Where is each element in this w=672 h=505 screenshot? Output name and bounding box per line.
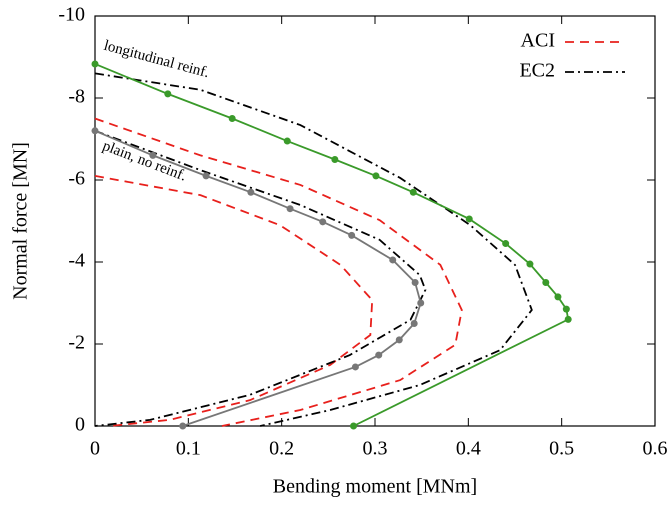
data-point [562, 305, 570, 313]
data-point [283, 137, 291, 145]
plot-frame [94, 15, 656, 427]
data-point [331, 156, 339, 163]
data-point [554, 293, 562, 301]
x-tick-label: 0.6 [643, 438, 668, 460]
legend-label: ACI [521, 30, 555, 52]
data-point [410, 320, 418, 327]
data-point [395, 336, 403, 344]
data-point [564, 315, 572, 323]
y-tick-label: -6 [68, 168, 85, 190]
data-point [179, 422, 187, 430]
data-point [91, 127, 99, 135]
data-point [319, 218, 327, 226]
data-point [350, 422, 358, 430]
data-point [372, 172, 380, 180]
data-point [149, 151, 157, 159]
y-axis-label: Normal force [MN] [10, 142, 32, 300]
x-tick-label: 0.4 [456, 438, 481, 460]
data-point [389, 256, 397, 264]
x-tick-label: 0.2 [269, 438, 294, 460]
data-point [526, 260, 534, 268]
y-tick-label: 0 [75, 414, 85, 436]
annotation: longitudinal reinf. [102, 38, 211, 81]
data-point [228, 115, 236, 122]
data-point [91, 60, 99, 68]
annotation: plain, no reinf. [100, 138, 188, 185]
x-tick-label: 0.1 [176, 438, 201, 460]
x-tick-label: 0.5 [549, 438, 574, 460]
data-point [247, 188, 255, 196]
data-point [502, 240, 510, 248]
data-point [465, 215, 473, 223]
data-point [409, 188, 417, 196]
data-point [202, 172, 210, 180]
series-line [94, 117, 463, 427]
data-point [411, 279, 419, 286]
data-point [375, 351, 383, 359]
x-axis-label: Bending moment [MNm] [273, 476, 477, 498]
y-tick-label: -4 [68, 250, 85, 272]
legend-label: EC2 [519, 60, 555, 82]
x-tick-label: 0 [90, 438, 100, 460]
data-point [164, 90, 172, 98]
y-tick-label: -2 [68, 332, 85, 354]
series-line [94, 72, 533, 427]
series-line [94, 63, 570, 427]
y-tick-label: -8 [68, 86, 85, 108]
y-tick-label: -10 [58, 4, 85, 26]
data-point [348, 231, 356, 239]
data-point [286, 205, 294, 213]
data-point [417, 299, 425, 307]
x-tick-label: 0.3 [363, 438, 388, 460]
data-point [351, 363, 359, 371]
data-point [542, 279, 550, 286]
